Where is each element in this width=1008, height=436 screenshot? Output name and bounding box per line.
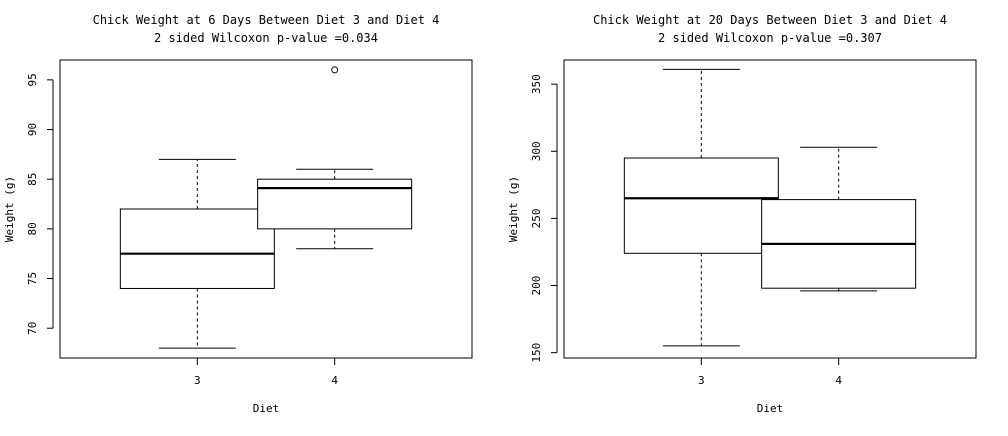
box	[119, 208, 275, 289]
panel-day-6: Chick Weight at 6 Days Between Diet 3 an…	[3, 13, 473, 415]
box	[623, 157, 779, 254]
y-axis-label: Weight (g)	[507, 176, 520, 242]
y-tick-label: 85	[26, 173, 39, 186]
box-diet-4	[257, 66, 413, 250]
x-tick-label: 3	[194, 374, 201, 387]
x-axis-label: Diet	[253, 402, 280, 415]
x-tick-label: 4	[331, 374, 338, 387]
y-axis: 70 75 80 85 90 95	[26, 73, 54, 335]
panel-day-20: Chick Weight at 20 Days Between Diet 3 a…	[507, 13, 977, 415]
y-tick-label: 95	[26, 73, 39, 86]
y-tick-label: 150	[530, 343, 543, 363]
y-tick-label: 350	[530, 74, 543, 94]
chart-subtitle: 2 sided Wilcoxon p-value =0.307	[658, 31, 882, 45]
plot-frame	[59, 59, 473, 359]
chart-subtitle: 2 sided Wilcoxon p-value =0.034	[154, 31, 378, 45]
x-tick-label: 4	[835, 374, 842, 387]
outlier-point	[331, 66, 339, 74]
box-diet-3	[119, 158, 275, 349]
y-tick-label: 300	[530, 141, 543, 161]
box-diet-4	[761, 146, 917, 292]
y-tick-label: 80	[26, 222, 39, 235]
box-diet-3	[623, 68, 779, 347]
y-tick-label: 70	[26, 322, 39, 335]
x-tick-label: 3	[698, 374, 705, 387]
y-tick-label: 90	[26, 123, 39, 136]
x-axis-label: Diet	[757, 402, 784, 415]
y-axis-label: Weight (g)	[3, 176, 16, 242]
y-tick-label: 250	[530, 208, 543, 228]
box-group	[119, 66, 413, 349]
box	[257, 178, 413, 230]
plot-frame	[563, 59, 977, 359]
chart-title: Chick Weight at 20 Days Between Diet 3 a…	[593, 13, 947, 27]
y-tick-label: 200	[530, 276, 543, 296]
y-axis: 150 200 250 300 350	[530, 74, 558, 363]
chart-title: Chick Weight at 6 Days Between Diet 3 an…	[93, 13, 440, 27]
y-tick-label: 75	[26, 272, 39, 285]
box-group	[623, 68, 917, 347]
